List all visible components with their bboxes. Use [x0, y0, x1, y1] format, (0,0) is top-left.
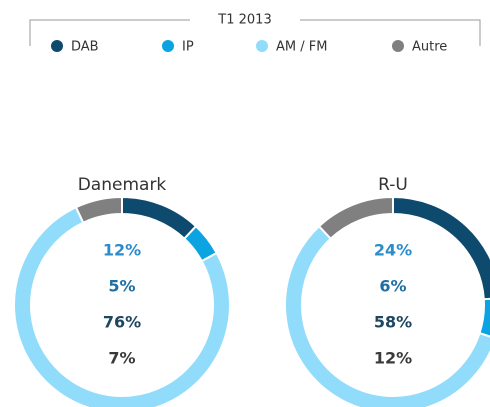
value-label: 24%	[374, 241, 412, 260]
value-label: 7%	[108, 349, 135, 368]
legend-swatch	[162, 40, 174, 52]
legend-label: DAB	[71, 40, 99, 55]
chart-title: R-U	[378, 175, 408, 195]
value-label: 12%	[374, 349, 412, 368]
donut-segment	[317, 195, 394, 241]
legend-frame	[29, 19, 481, 46]
chart-title: Danemark	[78, 175, 167, 195]
donut-segment	[13, 205, 231, 407]
donut-segment	[392, 195, 490, 301]
legend-label: IP	[182, 40, 194, 55]
donut-segment	[74, 195, 123, 224]
legend-title: T1 2013	[217, 13, 271, 28]
legend-swatch	[51, 40, 63, 52]
value-label: 58%	[374, 313, 412, 332]
donut-segment	[121, 195, 198, 241]
value-label: 6%	[379, 277, 406, 296]
value-label: 12%	[103, 241, 141, 260]
legend-swatch	[392, 40, 404, 52]
legend-label: Autre	[412, 40, 447, 55]
legend-label: AM / FM	[276, 40, 327, 55]
legend-swatch	[256, 40, 268, 52]
donut-segment	[478, 297, 490, 338]
value-label: 5%	[108, 277, 135, 296]
value-label: 76%	[103, 313, 141, 332]
